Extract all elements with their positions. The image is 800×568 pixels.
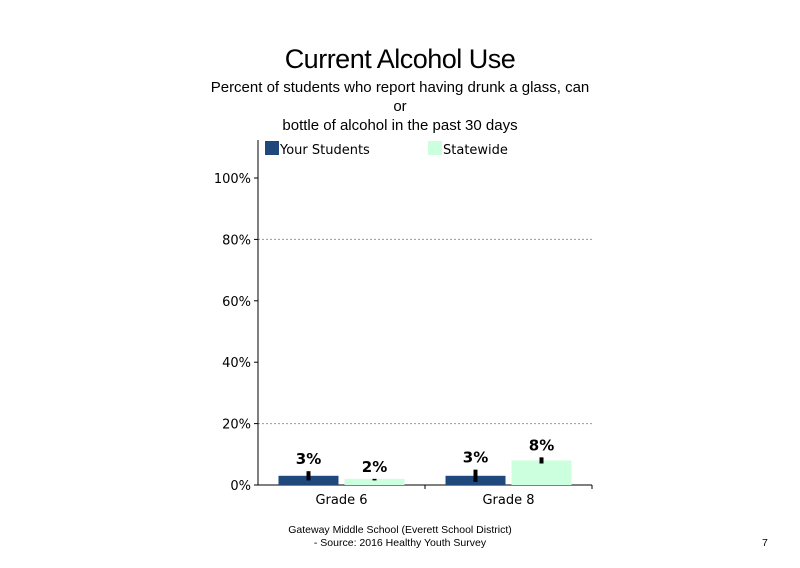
legend-swatch	[428, 141, 442, 155]
footer-line-2: - Source: 2016 Healthy Youth Survey	[313, 537, 487, 549]
y-tick-label: 60%	[222, 295, 251, 310]
y-tick-label: 80%	[222, 233, 251, 248]
data-label: 3%	[463, 449, 488, 467]
chart-title: Current Alcohol Use	[284, 44, 516, 74]
y-tick-label: 0%	[230, 479, 251, 494]
category-label: Grade 6	[315, 493, 367, 508]
legend-label: Your Students	[279, 143, 370, 158]
bar	[511, 460, 572, 485]
bar	[278, 475, 339, 485]
data-label: 2%	[362, 458, 387, 476]
footer-line-1: Gateway Middle School (Everett School Di…	[288, 524, 512, 536]
page-number: 7	[762, 537, 768, 549]
legend-swatch	[265, 141, 279, 155]
y-tick-label: 20%	[222, 418, 251, 433]
subtitle-line-1: Percent of students who report having dr…	[210, 79, 590, 96]
category-label: Grade 8	[482, 493, 534, 508]
y-tick-label: 40%	[222, 356, 251, 371]
bar	[344, 478, 405, 485]
chart-subtitle: Percent of students who report having dr…	[0, 78, 800, 135]
subtitle-line-3: bottle of alcohol in the past 30 days	[282, 117, 518, 134]
y-tick-label: 100%	[214, 172, 251, 187]
data-label: 8%	[529, 436, 554, 454]
legend-label: Statewide	[443, 143, 508, 158]
subtitle-line-2: or	[393, 98, 407, 115]
footer-source: Gateway Middle School (Everett School Di…	[250, 524, 550, 550]
data-label: 3%	[296, 450, 321, 468]
